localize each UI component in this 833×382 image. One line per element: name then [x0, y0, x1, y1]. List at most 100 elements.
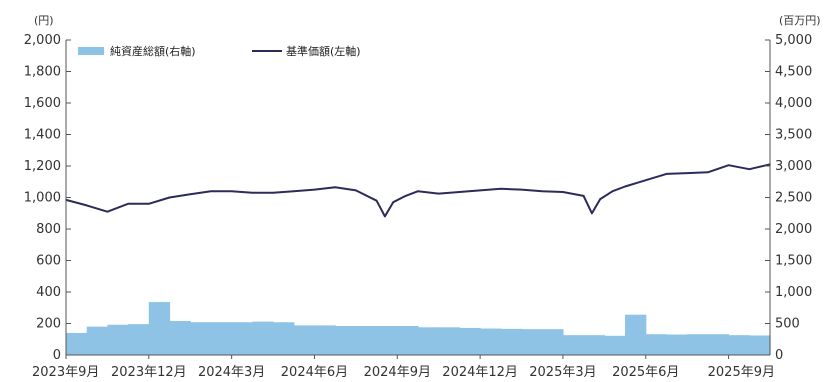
net-assets-bar	[376, 326, 398, 355]
nav-point	[292, 190, 295, 192]
net-assets-bar	[148, 302, 171, 355]
right-tick-label: 0	[775, 348, 783, 363]
net-assets-bar	[542, 329, 564, 355]
net-assets-bar	[293, 325, 316, 355]
nav-point	[599, 198, 602, 200]
nav-point	[404, 195, 407, 197]
nav-point	[392, 201, 394, 204]
left-tick-label: 1,000	[24, 191, 61, 206]
nav-point	[562, 191, 564, 193]
nav-point	[106, 210, 109, 213]
nav-point	[748, 168, 751, 170]
nav-point	[611, 190, 614, 192]
right-tick-label: 1,500	[775, 254, 812, 269]
nav-point	[313, 188, 316, 191]
left-tick-label: 800	[36, 222, 61, 237]
legend-label-nav: 基準価額(左軸)	[286, 44, 361, 58]
net-assets-bar	[625, 314, 647, 355]
x-tick-label: 2024年3月	[198, 365, 265, 380]
x-tick-label: 2024年6月	[281, 365, 348, 380]
nav-point	[624, 185, 626, 188]
nav-point	[168, 196, 171, 199]
net-assets-bar	[728, 335, 750, 355]
right-axis-ticks: 0 500 1,000 1,500 2,000 2,500 3,000 3,500 4,000 4…	[765, 33, 812, 363]
nav-point	[230, 190, 233, 192]
net-assets-bar	[438, 327, 461, 355]
right-tick-label: 2,500	[775, 191, 812, 206]
nav-point	[334, 186, 336, 189]
net-assets-bar	[583, 335, 605, 355]
net-assets-bar	[500, 328, 523, 355]
nav-point	[355, 189, 357, 192]
net-assets-bar	[521, 329, 543, 355]
net-assets-bar	[128, 324, 150, 355]
net-assets-bar	[314, 325, 336, 355]
right-axis-unit: (百万円)	[779, 14, 821, 27]
net-assets-bar	[66, 332, 88, 355]
nav-line	[65, 163, 771, 218]
right-tick-label: 2,000	[775, 222, 812, 237]
x-tick-label: 2025年9月	[708, 365, 775, 380]
nav-point	[189, 193, 192, 196]
nav-point	[148, 203, 150, 205]
left-tick-label: 1,200	[24, 159, 61, 174]
left-tick-label: 2,000	[24, 33, 61, 48]
nav-point	[251, 191, 254, 194]
net-assets-bar	[604, 335, 626, 355]
x-tick-label: 2025年6月	[612, 365, 679, 380]
right-tick-label: 3,500	[775, 128, 812, 143]
legend-label-net-assets: 純資産総額(右軸)	[110, 44, 196, 58]
nav-point	[437, 192, 440, 195]
net-assets-bar	[273, 322, 295, 355]
left-tick-label: 400	[36, 285, 61, 300]
nav-point	[384, 215, 386, 218]
nav-point	[582, 195, 585, 197]
left-tick-label: 1,600	[24, 96, 61, 111]
net-assets-bar	[480, 328, 502, 355]
right-tick-label: 4,500	[775, 65, 812, 80]
nav-point	[520, 188, 523, 191]
nav-point	[727, 164, 730, 167]
net-assets-bar	[397, 326, 419, 355]
x-tick-label: 2024年12月	[442, 365, 518, 380]
nav-point	[375, 199, 378, 202]
net-assets-bar	[190, 322, 212, 355]
nav-point	[417, 190, 419, 192]
net-assets-bar	[707, 334, 730, 355]
nav-point	[686, 172, 688, 174]
x-tick-label: 2025年3月	[529, 365, 596, 380]
left-tick-label: 0	[53, 348, 61, 363]
net-assets-bar	[666, 334, 688, 355]
nav-point	[644, 179, 647, 181]
nav-point	[127, 203, 129, 205]
x-axis-ticks: 2023年9月 2023年12月 2024年3月 2024年6月 2024年9月 2024…	[32, 355, 775, 380]
left-axis-ticks: 0 200 400 600 800 1,000 1,200 1,400 1,600 1,800 2,…	[24, 33, 71, 363]
nav-point	[272, 191, 274, 194]
net-assets-bar	[231, 322, 253, 355]
nav-point	[210, 190, 212, 192]
nav-line-layer	[65, 163, 771, 218]
legend-swatch-net-assets	[78, 47, 104, 55]
nav-point	[541, 190, 544, 192]
net-assets-bar	[86, 326, 109, 355]
nav-point	[665, 173, 668, 175]
right-tick-label: 5,000	[775, 33, 812, 48]
nav-point	[479, 189, 481, 192]
nav-point	[707, 171, 709, 174]
x-tick-label: 2024年9月	[364, 365, 431, 380]
net-assets-bars	[66, 302, 771, 355]
right-tick-label: 500	[775, 317, 800, 332]
nav-point	[85, 204, 88, 207]
right-tick-label: 4,000	[775, 96, 812, 111]
net-assets-bar	[459, 327, 481, 355]
right-tick-label: 3,000	[775, 159, 812, 174]
net-assets-bar	[687, 334, 709, 355]
net-assets-bar	[645, 334, 668, 355]
left-axis-unit: (円)	[34, 14, 54, 27]
left-tick-label: 600	[36, 254, 61, 269]
left-tick-label: 1,400	[24, 128, 61, 143]
nav-point	[458, 191, 461, 193]
net-assets-bar	[562, 335, 585, 355]
nav-point	[591, 212, 593, 215]
